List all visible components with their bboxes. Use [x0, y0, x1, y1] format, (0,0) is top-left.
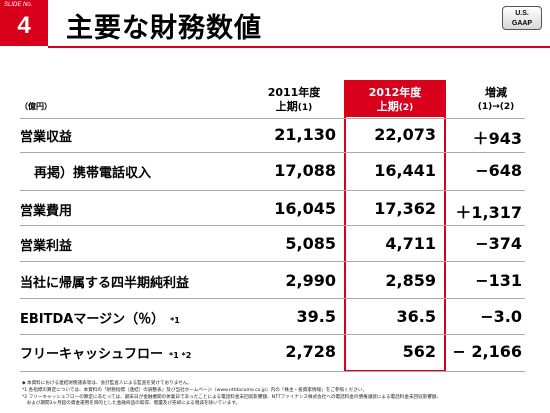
row-label-text: 営業収益: [20, 130, 73, 145]
value-fy2012: 17,362: [374, 199, 436, 218]
column-header-note: (2): [398, 103, 414, 113]
row-label-operating-revenue: 営業収益: [20, 126, 72, 145]
footnote-audit: ◆ 本資料における連結財務諸表等は、会計監査人による監査を受けておりません。: [22, 381, 192, 386]
row-label-text: 再掲）携帯電話収入: [34, 166, 152, 181]
row-label-mobile-revenue: 再掲）携帯電話収入: [34, 162, 151, 181]
column-header-line1: 2012年度: [368, 86, 422, 99]
unit-label: （億円）: [20, 102, 52, 111]
value-fy2012: 4,711: [385, 234, 436, 253]
value-fy2011: 16,045: [274, 199, 336, 218]
footnote-1: *1 各指標の算定については、本資料の「財務指標（連結）の調整表」及び当社ホーム…: [22, 388, 368, 393]
row-label-operating-expenses: 営業費用: [20, 200, 72, 219]
gaap-line-1: U.S.: [515, 10, 529, 17]
value-change: ＋943: [472, 129, 522, 148]
us-gaap-badge: U.S. GAAP: [502, 6, 542, 30]
column-header-line1: 2011年度: [267, 86, 321, 99]
footnote-marker: *1 *2: [169, 351, 192, 360]
column-header-fy2012: 2012年度 上期(2): [345, 86, 445, 115]
slide-label: SLIDE No.: [4, 2, 33, 8]
row-label-text: フリーキャッシュフロー: [20, 347, 164, 362]
value-fy2012: 562: [402, 342, 436, 361]
row-divider: [20, 225, 525, 226]
row-label-text: EBITDAマージン（％）: [20, 312, 165, 327]
row-divider: [20, 371, 525, 372]
column-header-change: 増減 (1)→(2): [446, 86, 546, 114]
column-header-line2: 上期: [376, 100, 399, 113]
value-fy2012: 22,073: [374, 125, 436, 144]
value-change: − 2,166: [452, 342, 522, 361]
value-fy2011: 5,085: [285, 234, 336, 253]
page-title: 主要な財務数値: [66, 13, 262, 44]
row-divider: [20, 152, 525, 153]
value-fy2011: 17,088: [274, 161, 336, 180]
row-divider: [20, 334, 525, 335]
row-divider: [20, 261, 525, 262]
row-label-operating-income: 営業利益: [20, 235, 72, 254]
value-change: −3.0: [480, 307, 522, 326]
row-divider: [20, 190, 525, 191]
gaap-line-2: GAAP: [511, 20, 533, 27]
column-header-line1: 増減: [485, 86, 507, 99]
column-header-note: (1): [297, 103, 313, 113]
row-label-text: 営業利益: [20, 239, 73, 254]
value-fy2012: 2,859: [385, 271, 436, 290]
footnote-2-continued: および期間3ヶ月超の資金運用を目的とした金融商品の取得、償還及び売却による増減を…: [22, 401, 241, 406]
value-fy2012: 16,441: [374, 161, 436, 180]
row-divider: [20, 118, 525, 119]
value-fy2011: 21,130: [274, 125, 336, 144]
column-header-line2: 上期: [275, 100, 298, 113]
footnote-marker: *1: [170, 316, 180, 325]
value-fy2011: 39.5: [296, 307, 336, 326]
row-label-net-income: 当社に帰属する四半期純利益: [20, 272, 189, 291]
value-change: −131: [475, 271, 522, 290]
slide-number-badge: SLIDE No. 4: [0, 0, 48, 46]
column-header-fy2011: 2011年度 上期(1): [244, 86, 344, 115]
value-change: −648: [475, 161, 522, 180]
row-label-free-cash-flow: フリーキャッシュフロー *1 *2: [20, 343, 191, 362]
highlight-column-frame: [344, 80, 446, 372]
row-label-text: 営業費用: [20, 204, 73, 219]
value-fy2012: 36.5: [396, 307, 436, 326]
row-label-text: 当社に帰属する四半期純利益: [20, 276, 190, 291]
value-fy2011: 2,990: [285, 271, 336, 290]
slide-number: 4: [17, 12, 31, 39]
value-change: −374: [475, 234, 522, 253]
highlight-column-header-bg: [344, 80, 446, 117]
footnote-2: *2 フリーキャッシュフローの算定にあたっては、期末日が金融機関の休業日であった…: [22, 395, 442, 400]
column-header-line2: (1)→(2): [477, 102, 515, 112]
row-divider: [20, 298, 525, 299]
value-fy2011: 2,728: [285, 342, 336, 361]
row-label-ebitda-margin: EBITDAマージン（％） *1: [20, 308, 180, 327]
value-change: ＋1,317: [455, 203, 522, 222]
title-divider: [48, 46, 550, 48]
